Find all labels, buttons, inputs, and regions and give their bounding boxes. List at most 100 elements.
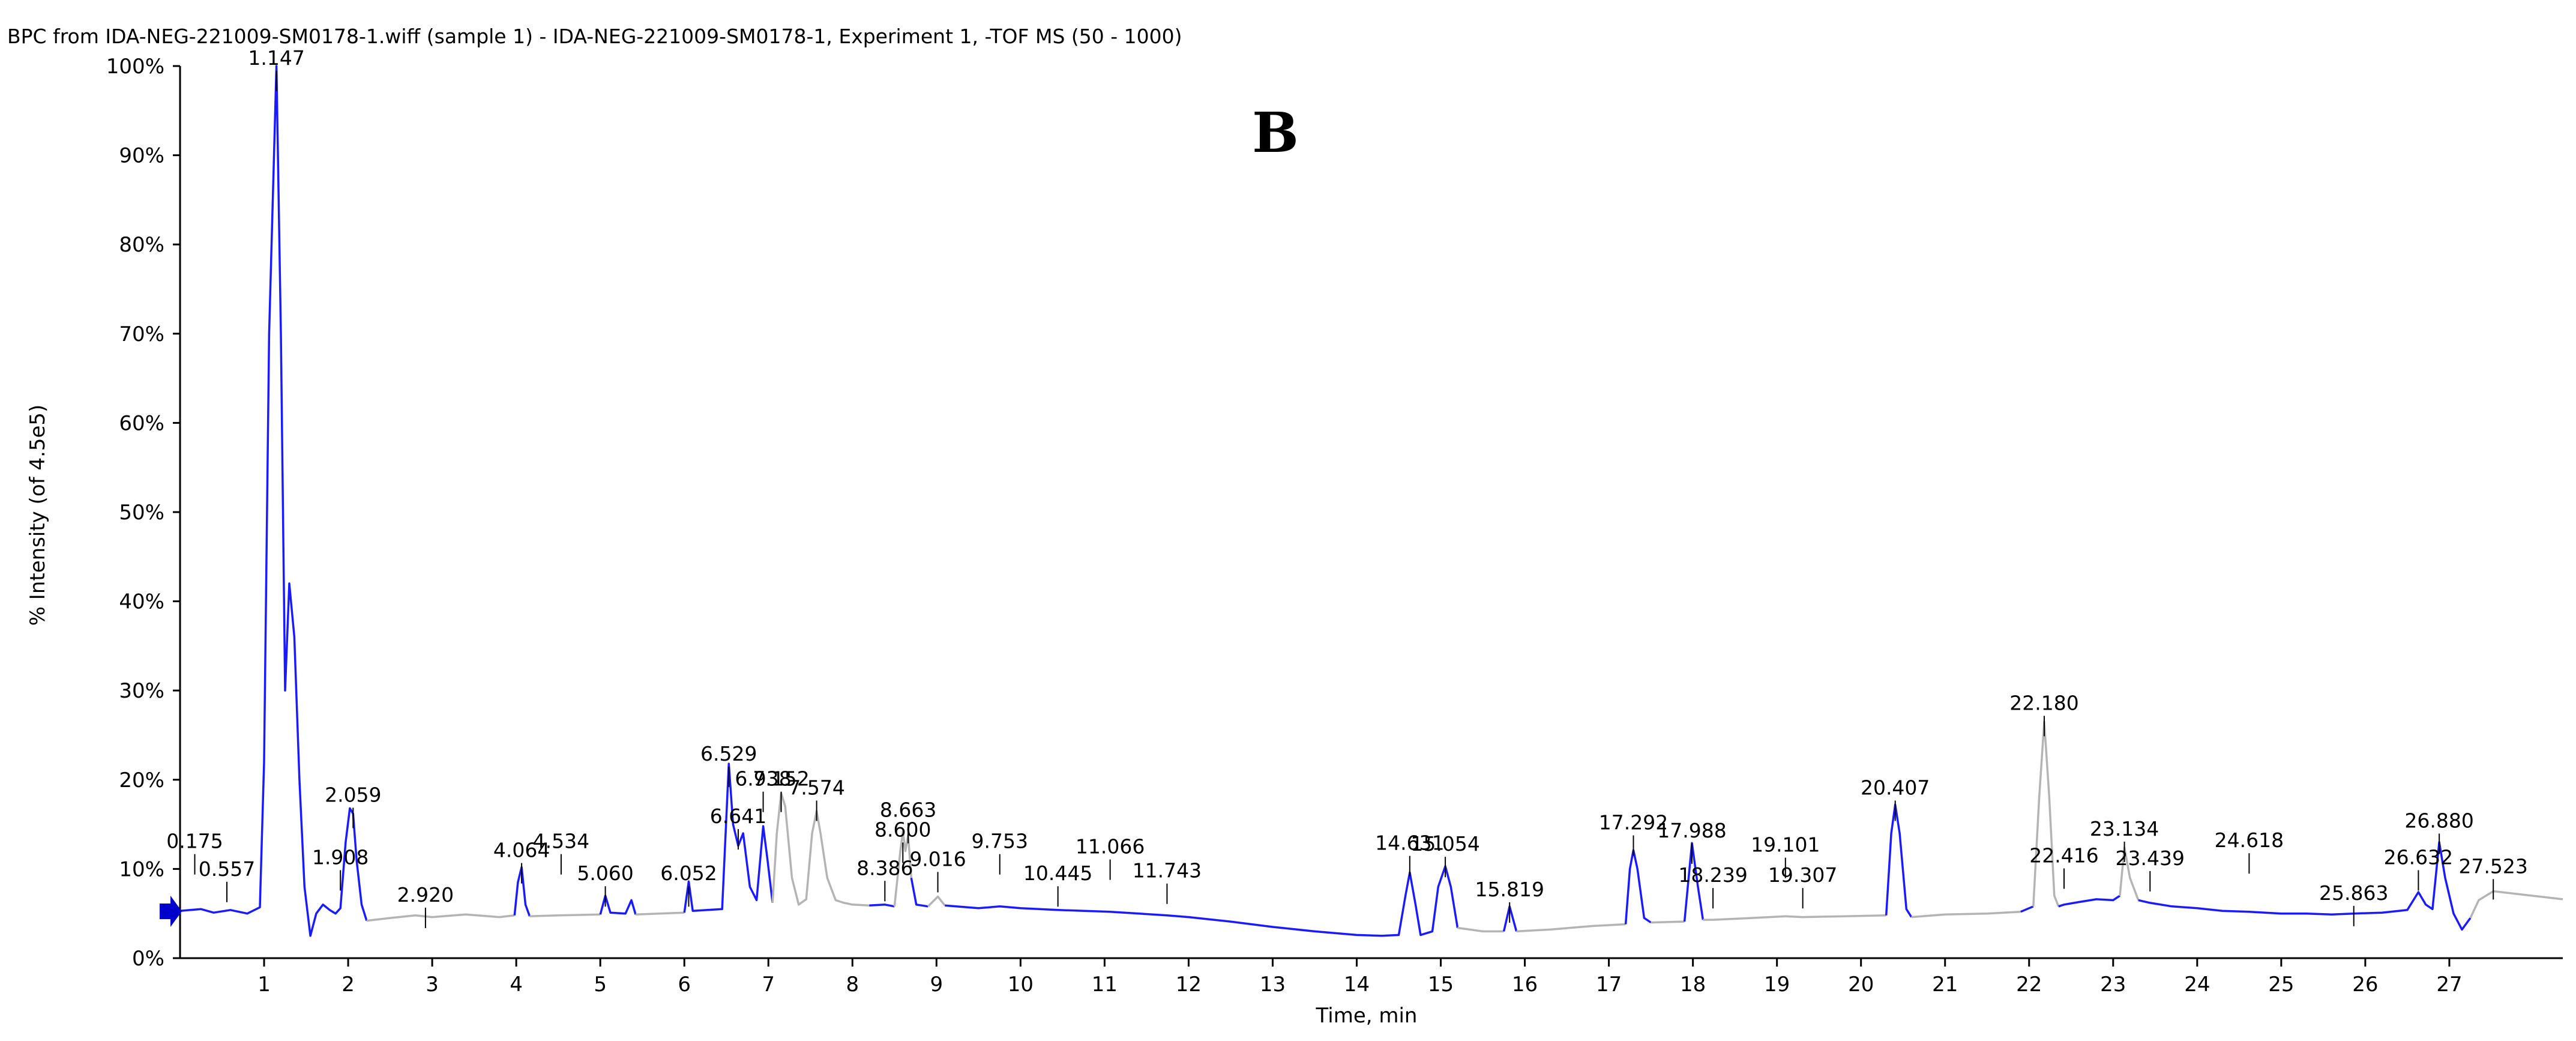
x-tick-label: 26 xyxy=(2352,973,2378,997)
y-tick-label: 60% xyxy=(119,411,164,435)
peak-label: 23.134 xyxy=(2090,817,2159,840)
peak-label: 15.819 xyxy=(1475,878,1544,901)
peak-label: 4.534 xyxy=(533,830,589,853)
peak-label: 6.529 xyxy=(700,742,757,765)
trace-segment-gray xyxy=(1516,923,1626,933)
peak-label: 22.180 xyxy=(2009,691,2078,714)
peak-label: 1.908 xyxy=(312,845,369,869)
trace-segment-gray xyxy=(529,913,601,917)
trace-segment-gray xyxy=(366,913,515,922)
peak-label: 2.920 xyxy=(397,883,454,907)
peak-label: 6.641 xyxy=(710,804,766,828)
trace-segment-blue xyxy=(2138,841,2472,931)
trace-segment-gray xyxy=(927,895,946,908)
peak-label: 19.101 xyxy=(1751,833,1820,857)
baseline-marker-arrow[interactable] xyxy=(160,896,182,927)
trace-segment-gray xyxy=(2032,720,2060,907)
trace-segment-blue xyxy=(2020,905,2034,913)
trace-segment-blue xyxy=(910,877,928,908)
x-tick-label: 24 xyxy=(2184,973,2210,997)
peak-label: 15.054 xyxy=(1410,832,1479,855)
x-tick-label: 1 xyxy=(257,973,271,997)
x-tick-label: 14 xyxy=(1344,973,1370,997)
y-ticks: 0% 10% 20% 30% 40% 50% 60% 70% 80% 90% 100% xyxy=(106,55,180,971)
peak-label: 7.152 xyxy=(753,767,809,791)
peak-label: 5.060 xyxy=(577,861,633,885)
trace-segment-blue xyxy=(179,65,368,937)
x-tick-label: 3 xyxy=(426,973,439,997)
trace-segment-gray xyxy=(2119,846,2140,901)
trace-segment-blue xyxy=(1885,803,1913,918)
y-tick-label: 40% xyxy=(119,590,164,614)
x-tick-label: 18 xyxy=(1680,973,1706,997)
x-tick-label: 5 xyxy=(594,973,607,997)
y-tick-label: 50% xyxy=(119,501,164,525)
trace-segment-gray xyxy=(1651,920,1685,924)
x-tick-label: 11 xyxy=(1092,973,1118,997)
peak-label: 9.753 xyxy=(972,830,1028,853)
trace-segment-gray xyxy=(1911,910,2021,919)
peak-label: 8.386 xyxy=(856,856,913,880)
x-tick-label: 9 xyxy=(930,973,943,997)
peak-label: 8.600 xyxy=(874,818,931,841)
peak-label: 17.988 xyxy=(1657,819,1726,842)
x-tick-label: 20 xyxy=(1848,973,1874,997)
peak-label: 24.618 xyxy=(2215,828,2284,852)
trace-segment-blue xyxy=(1624,849,1652,925)
peak-label: 26.632 xyxy=(2384,845,2453,869)
x-tick-label: 22 xyxy=(2016,973,2042,997)
peak-label: 18.239 xyxy=(1678,863,1747,887)
trace-segment-gray xyxy=(1703,914,1886,921)
peak-label: 8.663 xyxy=(880,798,936,822)
peak-label: 10.445 xyxy=(1023,861,1092,885)
peak-label: 6.938 xyxy=(735,767,791,791)
y-tick-label: 10% xyxy=(119,857,164,881)
chart-title: BPC from IDA-NEG-221009-SM0178-1.wiff (s… xyxy=(7,25,1182,48)
trace-group xyxy=(179,65,2563,937)
peak-label: 1.147 xyxy=(248,46,304,70)
y-tick-label: 70% xyxy=(119,322,164,346)
x-tick-label: 6 xyxy=(678,973,691,997)
x-axis-title: Time, min xyxy=(1316,1004,1418,1028)
peak-label: 19.307 xyxy=(1768,863,1837,887)
peak-label: 27.523 xyxy=(2458,854,2527,878)
peak-label: 22.416 xyxy=(2029,843,2098,867)
peak-label: 23.439 xyxy=(2116,846,2185,870)
peak-label: 2.059 xyxy=(325,783,381,806)
peak-label: 9.016 xyxy=(909,847,966,871)
x-tick-label: 13 xyxy=(1260,973,1286,997)
trace-segment-gray xyxy=(771,792,870,907)
peak-label: 7.574 xyxy=(788,776,844,800)
x-tick-label: 21 xyxy=(1932,973,1958,997)
peak-label: 11.066 xyxy=(1076,835,1145,858)
x-tick-label: 8 xyxy=(846,973,859,997)
trace-segment-blue xyxy=(599,895,637,915)
y-tick-label: 100% xyxy=(106,55,164,79)
trace-segment-gray xyxy=(1457,926,1504,933)
x-tick-label: 4 xyxy=(510,973,523,997)
trace-segment-gray xyxy=(635,911,685,916)
peak-label: 14.631 xyxy=(1375,831,1444,855)
peak-label: 4.064 xyxy=(493,839,550,862)
trace-segment-blue xyxy=(2058,895,2120,908)
y-tick-label: 90% xyxy=(119,144,164,168)
peak-label: 20.407 xyxy=(1861,776,1930,800)
x-tick-label: 10 xyxy=(1008,973,1034,997)
peak-label: 11.743 xyxy=(1133,859,1202,883)
x-tick-label: 16 xyxy=(1512,973,1538,997)
peak-label: 6.052 xyxy=(660,861,717,885)
peak-label: 25.863 xyxy=(2319,881,2388,905)
x-tick-label: 19 xyxy=(1764,973,1790,997)
peak-label: 17.292 xyxy=(1599,811,1668,834)
panel-letter: B xyxy=(1252,100,1299,165)
peak-label: 26.880 xyxy=(2404,809,2473,833)
trace-segment-gray xyxy=(2469,890,2563,919)
y-tick-label: 30% xyxy=(119,679,164,703)
x-tick-label: 25 xyxy=(2268,973,2294,997)
x-tick-label: 12 xyxy=(1176,973,1202,997)
trace-segment-blue xyxy=(869,904,895,908)
x-tick-label: 27 xyxy=(2436,973,2462,997)
y-tick-label: 20% xyxy=(119,768,164,792)
